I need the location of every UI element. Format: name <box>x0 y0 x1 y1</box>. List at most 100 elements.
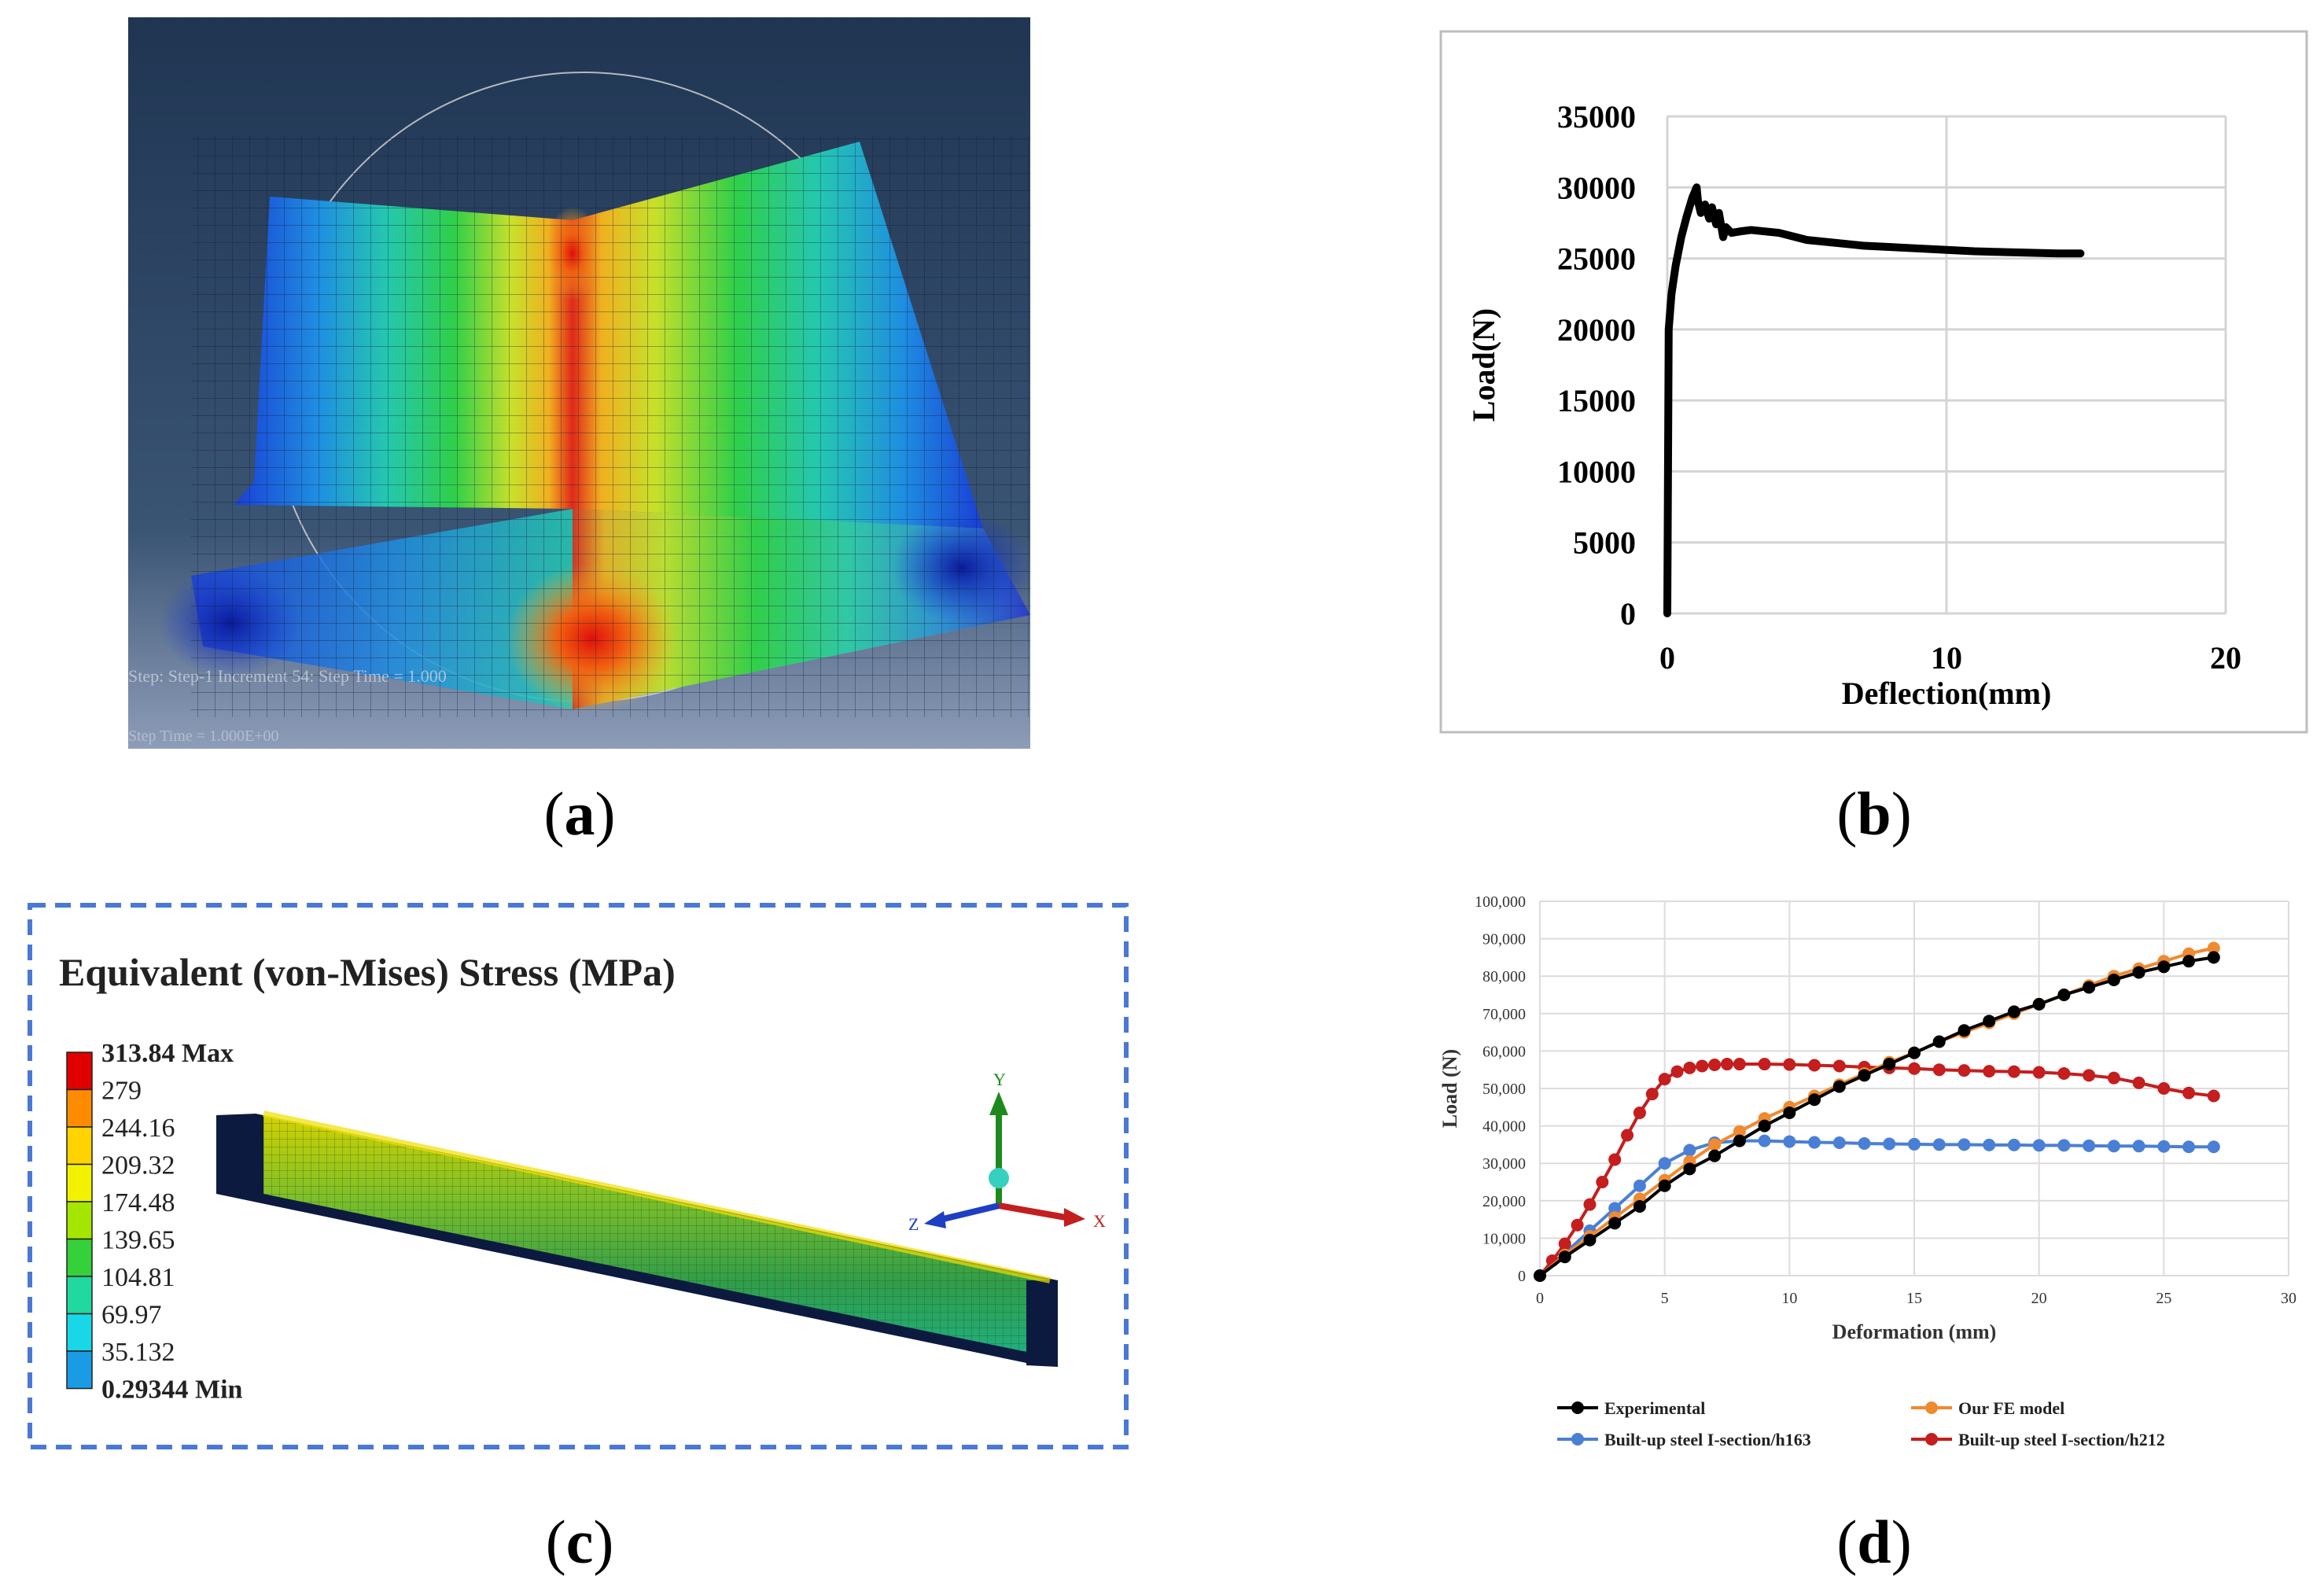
point-built-up-steel-i-section-h212 <box>1683 1061 1696 1074</box>
point-built-up-steel-i-section-h212 <box>1670 1065 1684 1078</box>
point-built-up-steel-i-section-h163 <box>1883 1137 1896 1151</box>
point-built-up-steel-i-section-h212 <box>1758 1058 1771 1071</box>
point-built-up-steel-i-section-h212 <box>2132 1076 2145 1089</box>
load-deformation-chart: 0 10,000 20,000 30,000 40,000 50,000 60,000 70,… <box>1438 893 2296 1449</box>
point-experimental <box>1583 1233 1597 1247</box>
point-built-up-steel-i-section-h163 <box>1958 1138 1971 1151</box>
point-built-up-steel-i-section-h212 <box>1558 1237 1571 1250</box>
stress-legend: 313.84 Max 279 244.16 209.32 174.48 139.65 104… <box>66 1039 243 1405</box>
point-experimental <box>1758 1119 1771 1132</box>
point-built-up-steel-i-section-h163 <box>1808 1136 1821 1149</box>
panel-b-chart: 0 5000 10000 15000 20000 25000 30000 35000 0 10 20… <box>1439 30 2308 734</box>
y-tick-label: 20,000 <box>1482 1193 1526 1210</box>
point-experimental <box>1908 1046 1921 1059</box>
x-tick-label: 15 <box>1906 1290 1922 1307</box>
series-line-our-fe-model <box>1538 946 2215 1277</box>
panel-c-border <box>28 903 1129 1449</box>
legend-label: Our FE model <box>1958 1398 2064 1418</box>
point-experimental <box>2157 960 2171 974</box>
point-experimental <box>1658 1179 1671 1192</box>
stress-title: Equivalent (von-Mises) Stress (MPa) <box>59 950 676 994</box>
point-experimental <box>1683 1162 1696 1176</box>
point-built-up-steel-i-section-h163 <box>2157 1140 2171 1153</box>
point-built-up-steel-i-section-h212 <box>2007 1065 2020 1078</box>
x-tick-label: 10 <box>1931 640 1962 676</box>
point-built-up-steel-i-section-h212 <box>1958 1064 1971 1077</box>
y-tick-label: 0 <box>1620 596 1636 632</box>
caption-a: (a) <box>543 779 616 848</box>
legend-label: 139.65 <box>101 1226 175 1255</box>
point-built-up-steel-i-section-h212 <box>1596 1176 1609 1188</box>
legend-swatch <box>66 1201 93 1240</box>
point-built-up-steel-i-section-h163 <box>2057 1139 2071 1152</box>
legend-marker <box>1571 1401 1584 1414</box>
y-tick-label: 35000 <box>1557 99 1636 134</box>
legend-swatch <box>66 1276 93 1315</box>
point-built-up-steel-i-section-h212 <box>2182 1086 2196 1099</box>
point-built-up-steel-i-section-h163 <box>2182 1140 2196 1154</box>
point-built-up-steel-i-section-h212 <box>1696 1059 1709 1073</box>
x-tick-label: 30 <box>2281 1290 2296 1307</box>
x-tick-label: 0 <box>1659 640 1675 676</box>
x-tick-label: 20 <box>2031 1290 2047 1307</box>
point-built-up-steel-i-section-h212 <box>1621 1129 1634 1142</box>
point-experimental <box>1608 1217 1622 1230</box>
overlay-text-2: Step Time = 1.000E+00 <box>128 727 278 745</box>
y-axis-label: Load(N) <box>1466 308 1501 422</box>
legend-label: 244.16 <box>101 1114 175 1143</box>
legend-marker <box>1925 1401 1938 1414</box>
chart-legend: Experimental Our FE model Built-up steel I… <box>1557 1398 2165 1449</box>
point-built-up-steel-i-section-h163 <box>2032 1139 2046 1152</box>
point-built-up-steel-i-section-h163 <box>1683 1144 1696 1157</box>
y-tick-label: 80,000 <box>1482 968 1526 985</box>
x-tick-label: 20 <box>2210 640 2241 676</box>
panel-a-fe-contour: Step: Step-1 Increment 54: Step Time = 1… <box>128 17 1033 749</box>
point-experimental <box>1708 1149 1722 1162</box>
x-tick-label: 10 <box>1781 1290 1797 1307</box>
point-experimental <box>2182 955 2196 968</box>
point-experimental <box>2032 997 2046 1011</box>
load-deflection-chart: 0 5000 10000 15000 20000 25000 30000 35000 0 10 20… <box>1439 30 2308 734</box>
x-axis-label: Deflection(mm) <box>1842 676 2052 711</box>
series-line-built-up-steel-i-section-h212 <box>1538 1063 2215 1277</box>
i-beam-model <box>216 1110 1058 1367</box>
point-built-up-steel-i-section-h212 <box>1633 1106 1646 1119</box>
chart-b-frame <box>1439 30 2308 734</box>
series-line-load-deflection <box>1663 183 2085 617</box>
y-tick-label: 0 <box>1518 1268 1526 1285</box>
point-built-up-steel-i-section-h212 <box>2107 1071 2120 1085</box>
fe-contour-image: Step: Step-1 Increment 54: Step Time = 1… <box>128 17 1033 749</box>
x-tick-label: 25 <box>2156 1290 2171 1307</box>
x-tick-label: 0 <box>1536 1290 1544 1307</box>
point-built-up-steel-i-section-h212 <box>1983 1065 1996 1078</box>
legend-label: Built-up steel I-section/h212 <box>1958 1430 2165 1449</box>
legend-swatch <box>66 1350 93 1390</box>
point-experimental <box>2107 973 2120 986</box>
point-built-up-steel-i-section-h212 <box>1608 1153 1622 1166</box>
legend-swatch <box>66 1126 93 1166</box>
stress-figure: Equivalent (von-Mises) Stress (MPa) 313.… <box>28 903 1129 1449</box>
legend-label: Experimental <box>1604 1398 1705 1418</box>
point-experimental <box>1633 1199 1646 1213</box>
point-built-up-steel-i-section-h212 <box>1832 1059 1846 1073</box>
point-built-up-steel-i-section-h212 <box>2207 1089 2220 1103</box>
y-tick-label: 15000 <box>1557 383 1636 418</box>
legend-label: 104.81 <box>101 1263 175 1292</box>
point-experimental <box>2207 951 2220 964</box>
point-built-up-steel-i-section-h163 <box>1658 1157 1671 1170</box>
y-tick-label: 20000 <box>1557 312 1636 348</box>
point-built-up-steel-i-section-h163 <box>1758 1134 1771 1147</box>
point-built-up-steel-i-section-h212 <box>1908 1062 1921 1075</box>
point-built-up-steel-i-section-h163 <box>1858 1136 1871 1150</box>
point-built-up-steel-i-section-h212 <box>2057 1066 2071 1080</box>
point-built-up-steel-i-section-h163 <box>2207 1140 2220 1154</box>
legend-marker <box>1925 1433 1938 1446</box>
point-experimental <box>1958 1024 1971 1037</box>
point-built-up-steel-i-section-h163 <box>2107 1140 2120 1153</box>
legend-label: 35.132 <box>101 1338 175 1367</box>
x-tick-label: 5 <box>1661 1290 1669 1307</box>
point-experimental <box>1558 1250 1571 1264</box>
y-tick-label: 70,000 <box>1482 1006 1526 1023</box>
point-our-fe-model <box>1708 1138 1722 1151</box>
series-line-built-up-steel-i-section-h163 <box>1538 1139 2214 1277</box>
